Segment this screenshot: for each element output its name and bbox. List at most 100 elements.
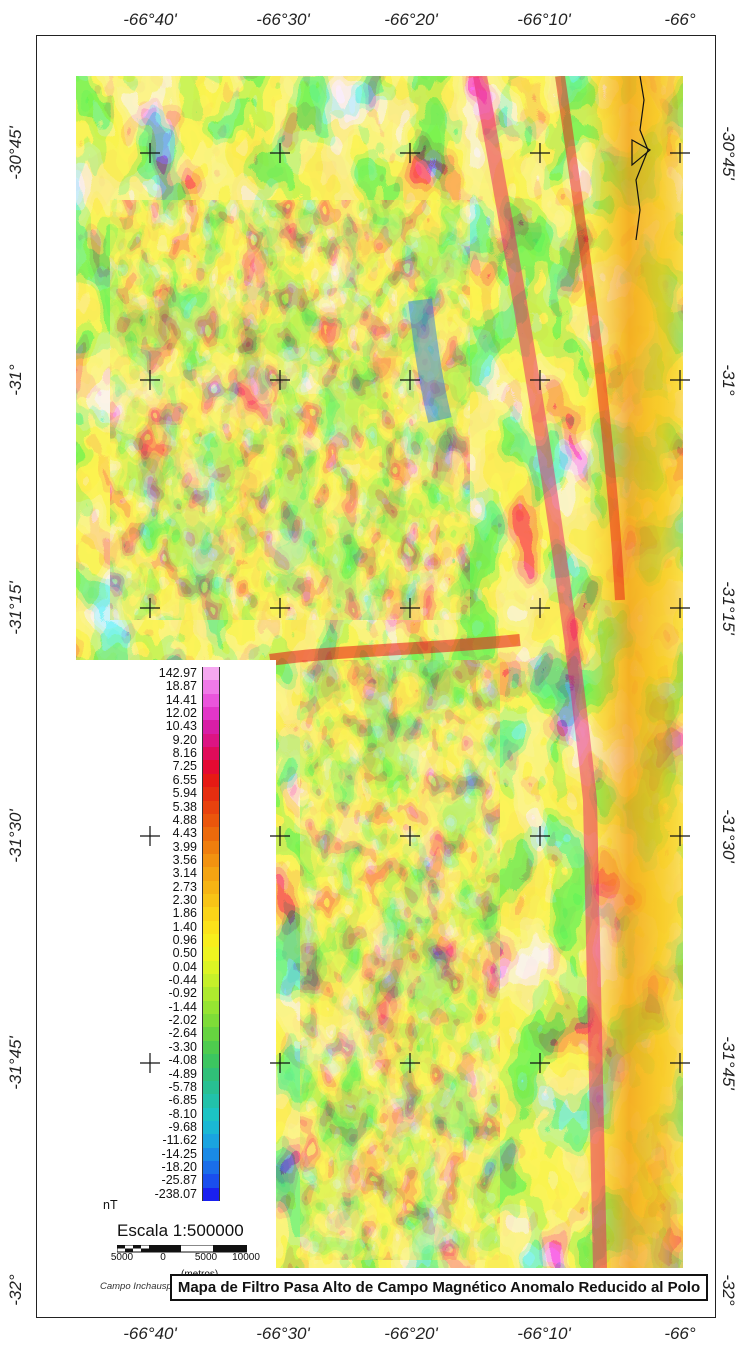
latitude-label-right: -30°45'	[719, 126, 738, 180]
map-frame	[36, 35, 716, 1318]
scale-label: 0	[160, 1252, 166, 1263]
legend-value: 3.99	[172, 839, 197, 854]
legend-value: 5.38	[172, 799, 197, 814]
legend-swatch	[202, 1174, 220, 1189]
legend-swatch	[202, 934, 220, 948]
legend-swatch	[202, 1160, 220, 1175]
legend-value: -14.25	[161, 1146, 197, 1161]
legend-swatch	[202, 1107, 220, 1122]
legend-value: 10.43	[165, 719, 197, 734]
legend-swatch	[202, 720, 220, 735]
latitude-label-left: -32°	[6, 1274, 25, 1306]
legend-swatch	[202, 1147, 220, 1162]
latitude-label-right: -31°30'	[719, 809, 738, 863]
legend-value: -4.08	[168, 1053, 198, 1068]
longitude-label-bottom: -66°40'	[123, 1324, 177, 1343]
legend-swatch	[202, 907, 220, 922]
graticule	[140, 143, 690, 1073]
legend-swatch	[202, 813, 220, 828]
legend-value: -8.10	[168, 1106, 198, 1121]
legend-value: 5.94	[172, 786, 197, 801]
longitude-label-top: -66°20'	[384, 10, 438, 29]
legend-swatch	[202, 707, 220, 721]
legend-swatch	[202, 1120, 220, 1135]
legend-swatch	[202, 760, 220, 775]
longitude-label-bottom: -66°10'	[517, 1324, 571, 1343]
legend-swatch	[202, 1054, 220, 1068]
legend-value: -2.64	[168, 1026, 198, 1041]
latitude-label-left: -31°	[6, 364, 25, 396]
legend-value: 0.50	[172, 946, 197, 961]
legend-swatch	[202, 1080, 220, 1095]
legend-value: 2.30	[172, 892, 197, 907]
scale-label: 10000	[232, 1252, 260, 1263]
legend-value: 4.43	[172, 826, 197, 841]
legend-value: 1.40	[172, 919, 197, 934]
legend-value: -0.44	[168, 973, 198, 988]
legend-value: 0.04	[172, 959, 197, 974]
legend-swatch	[202, 733, 220, 748]
legend-swatch	[202, 1067, 220, 1082]
legend-value: 14.41	[165, 692, 197, 707]
scale-title: Escala 1:500000	[117, 1221, 244, 1240]
legend-swatch	[202, 853, 220, 868]
legend-swatch	[202, 693, 220, 708]
legend-swatch	[202, 747, 220, 761]
legend-swatch	[202, 867, 220, 882]
latitude-label-right: -32°	[719, 1274, 738, 1306]
legend-swatch	[202, 680, 220, 695]
legend-swatch	[202, 974, 220, 988]
legend-swatch	[202, 1040, 220, 1055]
index-outline	[631, 75, 652, 241]
longitude-label-bottom: -66°30'	[256, 1324, 310, 1343]
legend-swatch	[202, 827, 220, 842]
latitude-label-right: -31°	[719, 364, 738, 396]
legend-swatch	[202, 840, 220, 855]
legend-value: -11.62	[162, 1133, 197, 1148]
legend-value: 142.97	[158, 666, 197, 680]
latitude-label-left: -31°30'	[6, 809, 25, 863]
legend-value: 18.87	[165, 679, 197, 694]
legend-swatch	[202, 920, 220, 935]
legend-value: -2.02	[168, 1013, 198, 1028]
latitude-label-left: -31°45'	[6, 1036, 25, 1090]
legend-value: -1.44	[168, 999, 198, 1014]
legend-swatch	[202, 800, 220, 815]
latitude-label-right: -31°15'	[719, 581, 738, 635]
legend-value: -238.07	[154, 1186, 197, 1201]
legend-swatch	[202, 893, 220, 908]
scale-label: 5000	[110, 1252, 134, 1263]
legend-value: 6.55	[172, 772, 197, 787]
legend-swatch	[202, 960, 220, 975]
legend-swatch	[202, 1000, 220, 1015]
legend-value: 2.73	[172, 879, 197, 894]
longitude-label-top: -66°10'	[517, 10, 571, 29]
legend-value: 7.25	[172, 759, 197, 774]
legend-swatch	[202, 1134, 220, 1149]
legend-value: 3.56	[172, 852, 197, 867]
legend-value: 3.14	[172, 866, 197, 881]
scale-bar	[117, 1245, 247, 1253]
legend-value: -18.20	[161, 1159, 197, 1174]
legend-swatch	[202, 1014, 220, 1028]
legend-value: 1.86	[172, 906, 197, 921]
longitude-label-top: -66°30'	[256, 10, 310, 29]
legend-value: -3.30	[168, 1039, 198, 1054]
legend-value: -4.89	[168, 1066, 198, 1081]
longitude-label-bottom: -66°20'	[384, 1324, 438, 1343]
legend-swatch	[202, 773, 220, 788]
legend-value: -0.92	[168, 986, 198, 1001]
legend-value: -5.78	[168, 1079, 198, 1094]
legend-value: 0.96	[172, 933, 197, 947]
legend-swatch	[202, 1187, 220, 1202]
latitude-label-left: -31°15'	[6, 581, 25, 635]
legend-value: 4.88	[172, 812, 197, 827]
legend-swatch	[202, 880, 220, 895]
latitude-label-left: -30°45'	[6, 126, 25, 180]
legend-value: -25.87	[161, 1173, 197, 1188]
latitude-label-right: -31°45'	[719, 1036, 738, 1090]
legend-value: 8.16	[172, 746, 197, 761]
legend-swatch	[202, 1094, 220, 1109]
longitude-label-top: -66°	[664, 10, 696, 29]
